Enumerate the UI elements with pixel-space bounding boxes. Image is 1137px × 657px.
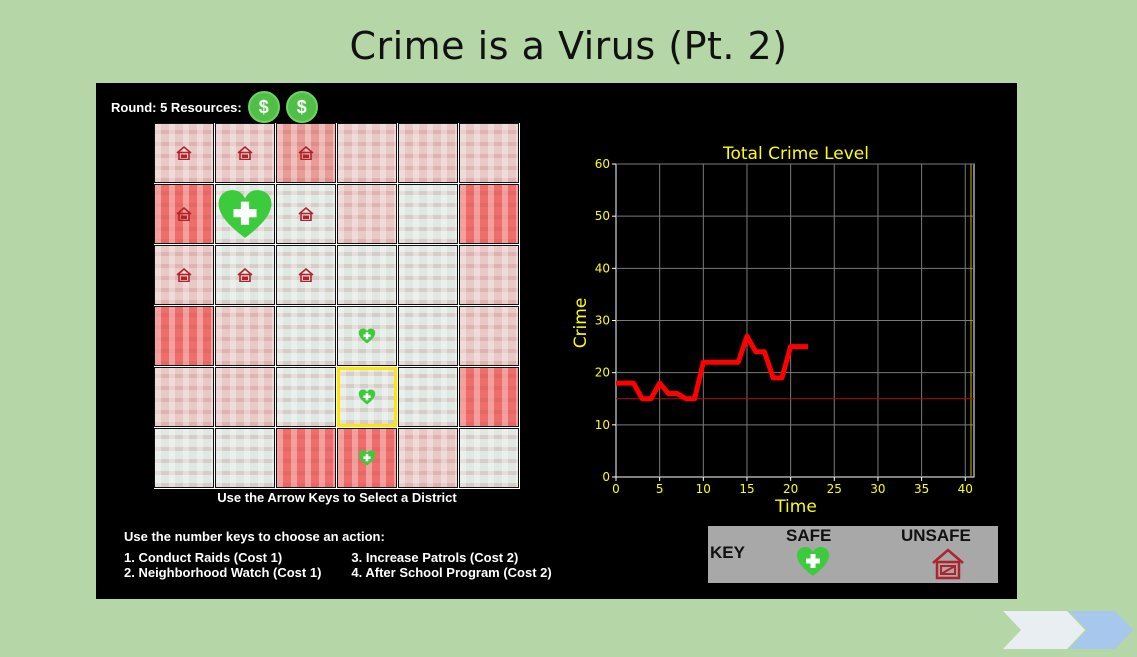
district-cell[interactable]	[154, 123, 214, 183]
y-tick-label: 40	[595, 261, 610, 275]
y-tick-label: 10	[595, 418, 610, 432]
district-cell[interactable]	[154, 245, 214, 305]
district-cell[interactable]	[154, 184, 214, 244]
actions-heading: Use the number keys to choose an action:	[124, 529, 385, 544]
x-tick-label: 10	[696, 482, 711, 496]
district-cell[interactable]	[337, 123, 397, 183]
unsafe-house-icon	[176, 268, 192, 282]
district-cell[interactable]	[459, 306, 519, 366]
district-cell[interactable]	[459, 184, 519, 244]
safe-heart-icon	[358, 328, 376, 344]
district-grid	[154, 123, 519, 488]
action-item: 2. Neighborhood Watch (Cost 1)	[124, 565, 322, 580]
district-cell[interactable]	[337, 306, 397, 366]
safe-heart-icon	[797, 547, 829, 576]
key-safe-label: SAFE	[786, 526, 832, 545]
district-map	[154, 123, 520, 489]
action-instructions: Use the number keys to choose an action:…	[124, 529, 552, 580]
action-item: 3. Increase Patrols (Cost 2)	[351, 550, 519, 565]
district-cell[interactable]	[398, 428, 458, 488]
district-cell[interactable]	[459, 428, 519, 488]
resource-coin-icon: $	[247, 91, 280, 123]
unsafe-house-icon	[298, 207, 314, 221]
y-tick-label: 30	[595, 314, 610, 328]
district-cell[interactable]	[215, 367, 275, 427]
resource-coin-icon: $	[285, 91, 318, 123]
unsafe-house-icon	[176, 146, 192, 160]
district-cell[interactable]	[276, 184, 336, 244]
unsafe-house-icon	[237, 146, 253, 160]
x-tick-label: 30	[870, 482, 885, 496]
district-cell[interactable]	[398, 245, 458, 305]
y-tick-label: 20	[595, 366, 610, 380]
district-cell[interactable]	[154, 367, 214, 427]
y-tick-label: 50	[595, 209, 610, 223]
x-tick-label: 40	[958, 482, 973, 496]
district-cell-selected[interactable]	[337, 367, 397, 427]
chart-title: Total Crime Level	[722, 144, 869, 164]
district-cell[interactable]	[459, 245, 519, 305]
unsafe-house-icon	[932, 548, 964, 580]
district-cell[interactable]	[215, 245, 275, 305]
unsafe-house-icon	[176, 207, 192, 221]
next-slide-arrows-icon[interactable]	[1003, 611, 1133, 649]
y-tick-label: 0	[602, 470, 610, 484]
district-cell[interactable]	[276, 367, 336, 427]
x-tick-label: 5	[656, 482, 664, 496]
district-cell[interactable]	[398, 306, 458, 366]
unsafe-house-icon	[298, 268, 314, 282]
action-item: 4. After School Program (Cost 2)	[351, 565, 552, 580]
district-cell[interactable]	[154, 306, 214, 366]
district-cell[interactable]	[398, 367, 458, 427]
district-cell[interactable]	[337, 184, 397, 244]
district-cell[interactable]	[337, 428, 397, 488]
chart-xlabel: Time	[774, 497, 817, 517]
grid-caption: Use the Arrow Keys to Select a District	[217, 490, 457, 505]
district-cell[interactable]	[398, 123, 458, 183]
hud: Round: 5 Resources: $ $	[111, 91, 318, 123]
x-tick-label: 0	[612, 482, 620, 496]
y-tick-label: 60	[595, 157, 610, 171]
game-window[interactable]: Round: 5 Resources: $ $ Use the Arrow Ke…	[96, 83, 1017, 599]
x-tick-label: 20	[783, 482, 798, 496]
key-unsafe-label: UNSAFE	[901, 526, 971, 545]
district-cell[interactable]	[276, 245, 336, 305]
district-cell[interactable]	[459, 367, 519, 427]
district-cell[interactable]	[215, 428, 275, 488]
action-item: 1. Conduct Raids (Cost 1)	[124, 550, 283, 565]
crime-series-line	[616, 333, 809, 402]
x-tick-label: 25	[827, 482, 842, 496]
district-cell[interactable]	[398, 184, 458, 244]
safe-heart-icon	[358, 450, 376, 466]
district-cell[interactable]	[215, 184, 275, 244]
district-cell[interactable]	[459, 123, 519, 183]
district-cell[interactable]	[337, 245, 397, 305]
safe-heart-icon	[358, 389, 376, 405]
key-label: KEY	[710, 543, 745, 562]
district-cell[interactable]	[215, 306, 275, 366]
district-cell[interactable]	[276, 306, 336, 366]
unsafe-house-icon	[298, 146, 314, 160]
safe-heart-icon	[218, 190, 272, 238]
district-cell[interactable]	[276, 428, 336, 488]
x-tick-label: 15	[739, 482, 754, 496]
slide-title: Crime is a Virus (Pt. 2)	[349, 24, 788, 68]
round-resources-label: Round: 5 Resources:	[111, 99, 242, 115]
legend-key: KEY SAFE UNSAFE	[708, 526, 998, 583]
x-tick-label: 35	[914, 482, 929, 496]
district-cell[interactable]	[276, 123, 336, 183]
district-cell[interactable]	[215, 123, 275, 183]
unsafe-house-icon	[237, 268, 253, 282]
district-cell[interactable]	[154, 428, 214, 488]
chart-ylabel: Crime	[571, 298, 591, 349]
crime-chart: Total Crime Level Crime Time 0 5 10 15 20 25 3…	[571, 144, 975, 517]
